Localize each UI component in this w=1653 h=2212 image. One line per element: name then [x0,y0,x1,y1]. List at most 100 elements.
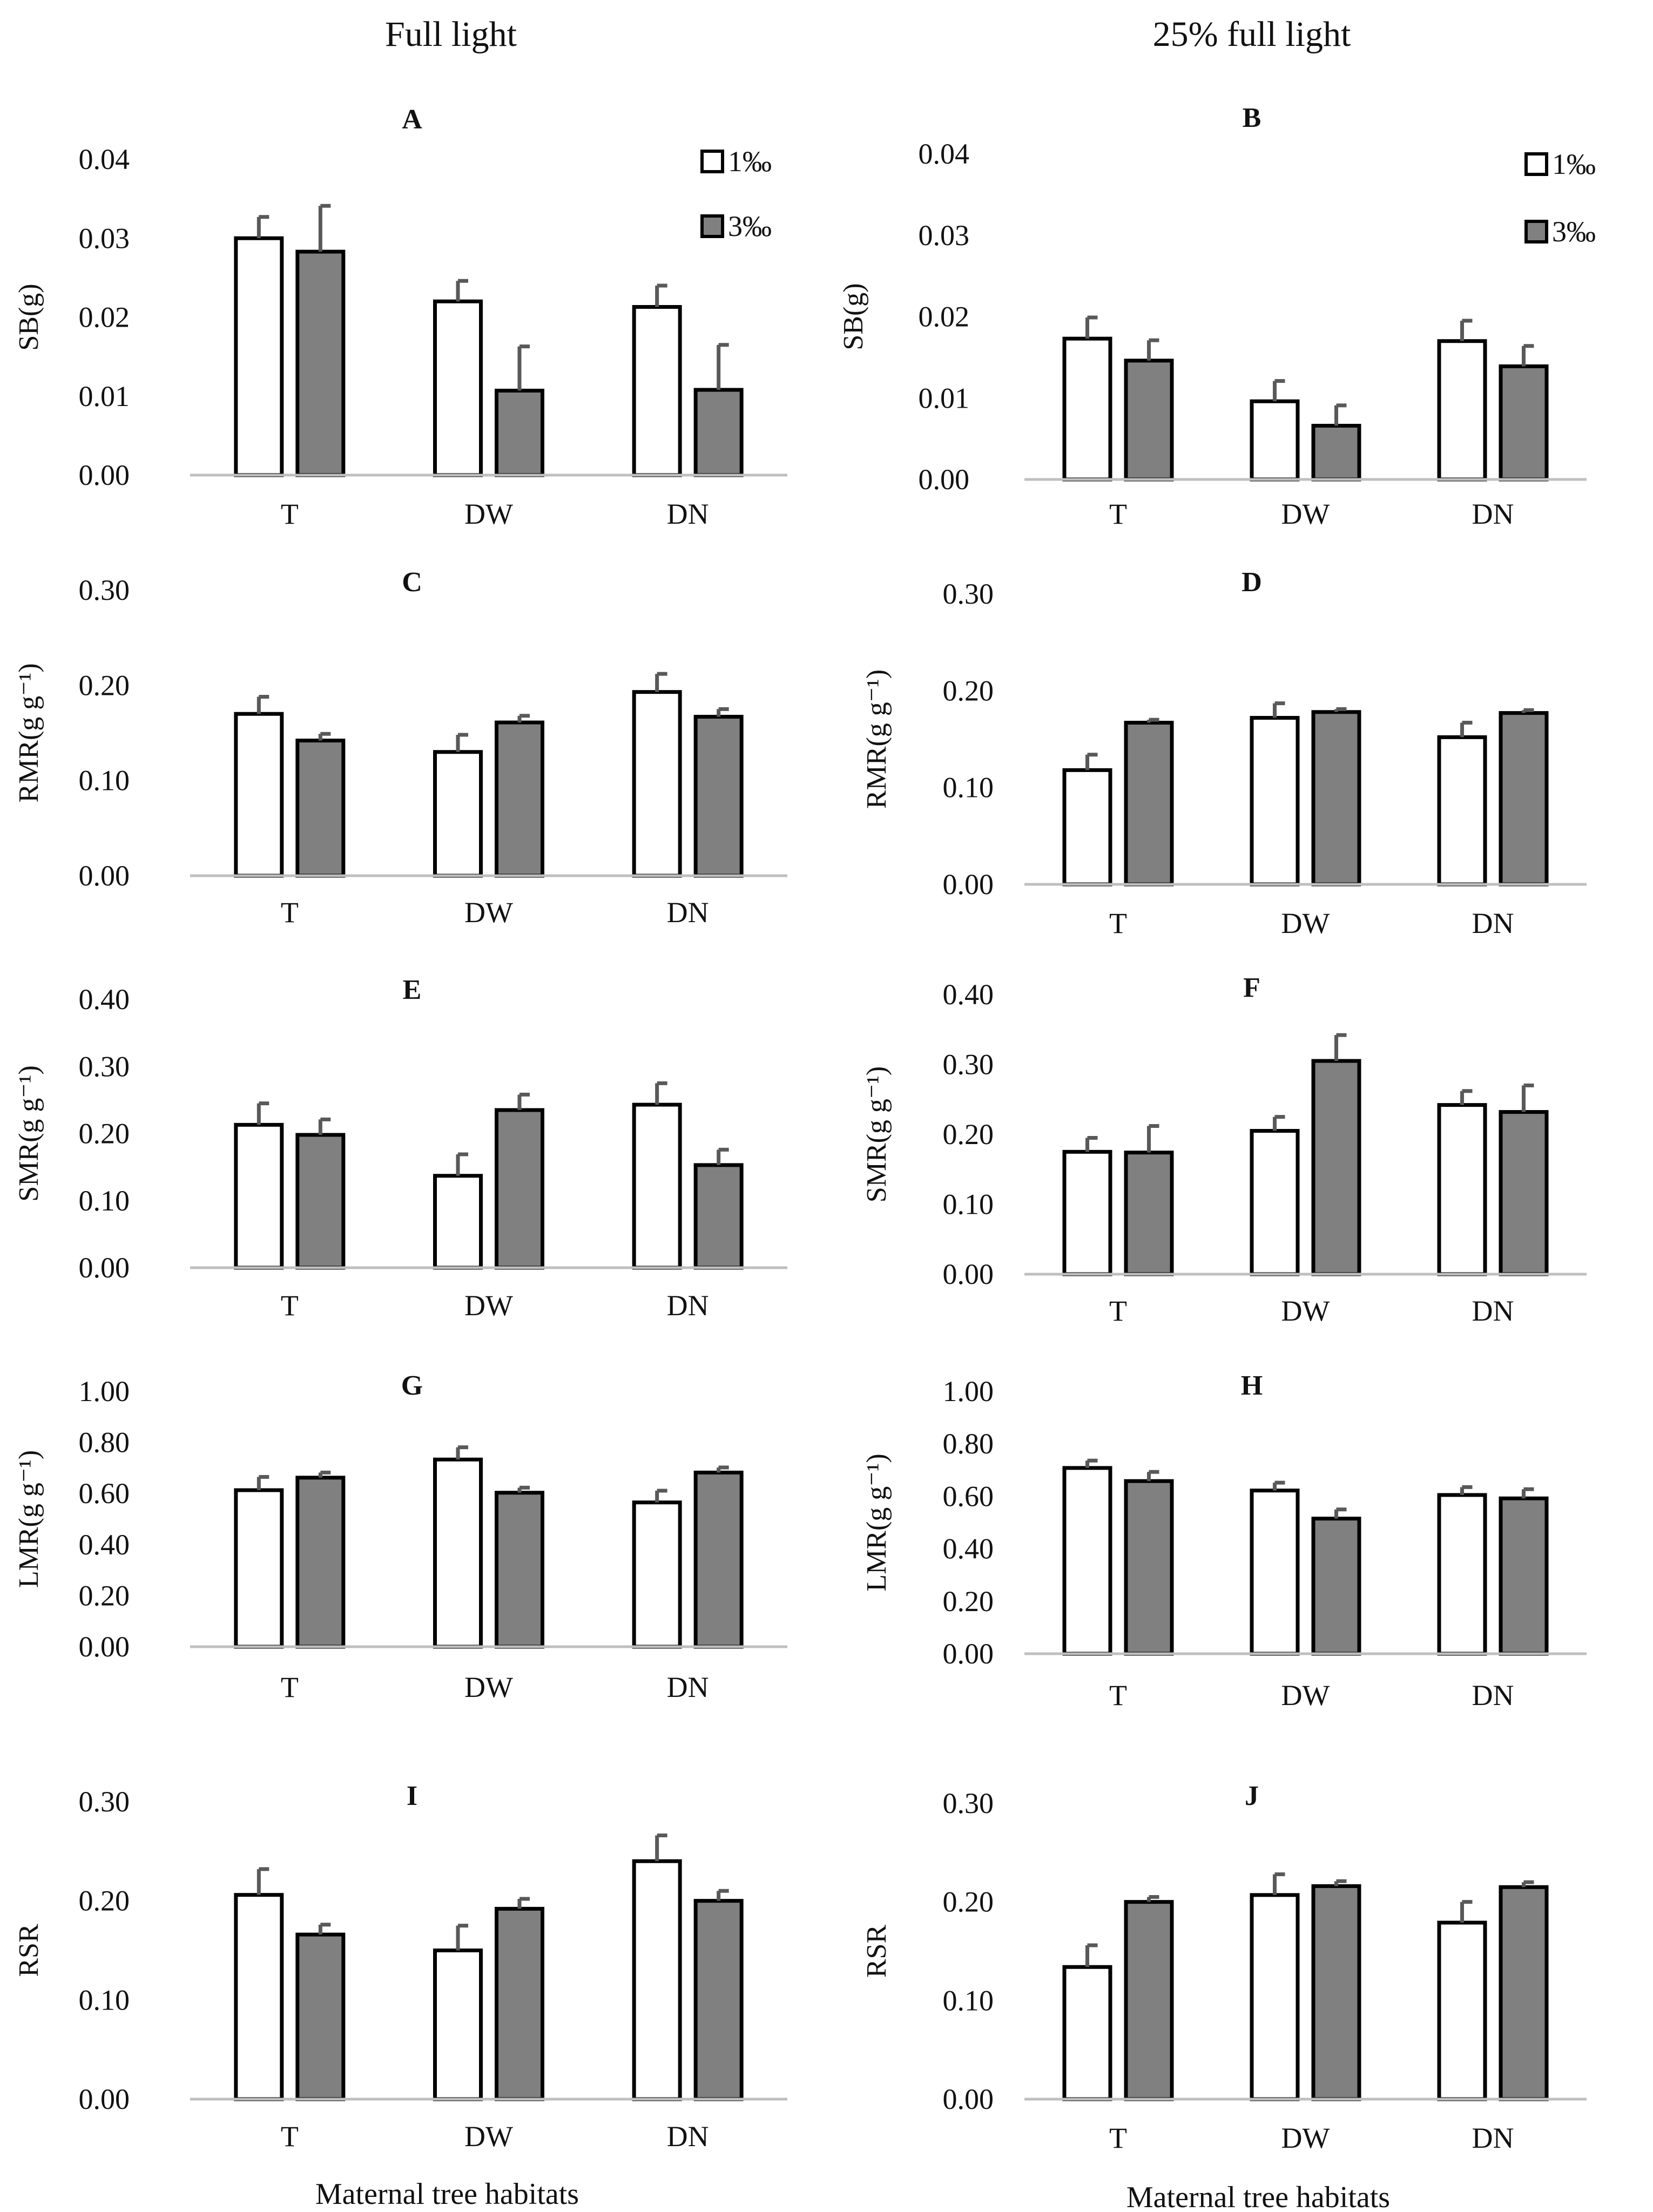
bar-t-3permil [295,249,346,477]
bar-dn-1permil [632,1859,682,2101]
bar-dn-1permil [632,1102,682,1270]
y-tick-label: 0.10 [943,772,994,804]
y-axis-label: SB(g) [14,283,44,350]
bar-dw-1permil [1250,1129,1300,1276]
y-tick-label: 0.00 [79,459,130,491]
x-tick-label: T [1109,2122,1127,2154]
x-tick-label: DN [1472,1679,1514,1712]
bar-t-3permil [295,1932,346,2101]
error-bar [257,1474,269,1491]
bar-dw-1permil [433,1457,483,1649]
x-tick-label: DW [464,896,513,929]
error-bar [655,1833,667,1862]
y-tick-label: 0.60 [79,1477,130,1510]
x-tick-label: DN [1472,2122,1514,2154]
y-axis-label: RMR(g g⁻¹) [14,663,44,802]
y-axis-label: SMR(g g⁻¹) [14,1065,44,1202]
y-axis-label: LMR(g g⁻¹) [14,1450,44,1588]
error-bar [1147,1895,1159,1902]
y-tick-label: 0.10 [79,765,130,797]
bar-dn-3permil [693,715,744,878]
error-bar [517,1485,530,1493]
error-bar [717,343,729,390]
bar-dw-1permil [433,1174,483,1270]
x-tick-label: DW [1281,2122,1330,2154]
error-bar [1334,403,1347,426]
y-tick-label: 0.20 [943,674,994,707]
column-title-25-full-light: 25% full light [1153,15,1351,54]
error-bar [1334,1033,1347,1061]
error-bar [456,733,468,752]
y-tick-label: 0.30 [79,1050,130,1083]
error-bar [717,1889,729,1901]
error-bar [1147,338,1159,361]
x-tick-label: DW [464,1289,513,1322]
y-tick-label: 0.00 [919,463,970,496]
y-tick-label: 0.30 [79,574,130,606]
y-tick-label: 0.30 [943,1787,994,1819]
error-bar [517,714,530,723]
bar-dw-3permil [495,1491,544,1649]
bar-dn-3permil [1499,711,1549,887]
x-axis-title-right: Maternal tree habitats [1126,2181,1390,2212]
error-bar [717,707,729,717]
x-tick-label: T [1109,907,1127,939]
panel-d: 0.00 0.10 0.20 0.30 RMR(g g⁻¹) D T DW DN [861,567,1587,939]
error-bar [1334,707,1347,712]
legend-label: 1‰ [1552,148,1596,180]
error-bar [517,344,530,391]
bar-t-3permil [295,739,346,878]
legend-label: 1‰ [728,145,772,178]
x-tick-label: DN [1472,1295,1514,1327]
y-tick-label: 0.60 [943,1480,994,1512]
y-tick-label: 0.01 [79,380,130,412]
error-bar [1147,1470,1159,1482]
bar-dn-1permil [632,1500,682,1649]
x-tick-label: T [281,1289,299,1322]
bar-dw-1permil [1250,1489,1300,1656]
bar-dn-3permil [693,1163,744,1270]
y-tick-label: 0.03 [79,222,130,254]
x-tick-label: DN [667,1289,709,1322]
error-bar [257,1101,269,1125]
bar-dn-3permil [693,1470,744,1649]
panel-a: 0.00 0.01 0.02 0.03 0.04 SB(g) A T DW DN [14,104,787,530]
legend-b: 1‰ 3‰ [1524,148,1596,248]
panel-e: 0.00 0.10 0.20 0.30 0.40 SMR(g g⁻¹) E T DW DN [14,975,787,1322]
bar-dw-3permil [1311,1884,1361,2101]
error-bar [1273,379,1285,402]
error-bar [1085,1135,1098,1152]
y-tick-label: 0.00 [79,2083,130,2115]
error-bar [1334,1879,1347,1886]
y-tick-label: 0.02 [919,301,970,333]
bar-dn-1permil [632,690,682,878]
panel-j: 0.00 0.10 0.20 0.30 RSR J T DW DN [861,1781,1587,2154]
error-bar [257,694,269,714]
error-bar [1273,1115,1285,1131]
error-bar [257,215,269,239]
y-tick-label: 0.80 [943,1428,994,1460]
bar-dn-3permil [1499,364,1549,482]
panel-label: H [1241,1370,1263,1401]
y-tick-label: 0.30 [79,1785,130,1818]
y-tick-label: 0.30 [943,578,994,610]
error-bar [1273,1480,1285,1491]
y-axis-label: LMR(g g⁻¹) [861,1453,892,1591]
x-tick-label: T [281,2120,299,2153]
error-bar [1460,721,1473,738]
y-tick-label: 0.40 [943,978,994,1011]
y-tick-label: 0.00 [943,2083,994,2115]
bar-dw-3permil [1311,710,1361,887]
error-bar [1147,1124,1159,1153]
bar-dw-3permil [1311,1059,1361,1276]
x-tick-label: T [281,1671,299,1703]
error-bar [655,283,667,307]
bar-dn-3permil [1499,1885,1549,2101]
x-tick-label: DN [667,498,709,530]
panel-label: B [1243,103,1261,133]
error-bar [655,1489,667,1503]
error-bar [655,672,667,692]
y-axis-label: SB(g) [838,283,869,350]
